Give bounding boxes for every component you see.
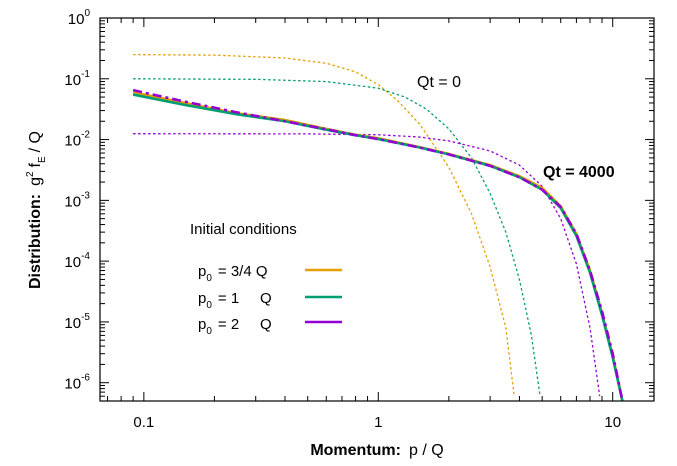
y-tick-label: 10-6 (64, 373, 90, 393)
y-tick-label: 100 (68, 8, 91, 28)
y-tick-label: 10-2 (64, 130, 90, 150)
initial-curve-1 (133, 78, 541, 397)
initial-curve-0 (133, 53, 515, 397)
plot-frame (99, 17, 655, 402)
y-tick-label: 10-4 (64, 251, 90, 271)
y-tick-label: 10-1 (64, 69, 90, 89)
svg-text:p0= 2 Q: p0 = 2 Q (198, 316, 272, 337)
final-curves (132, 88, 624, 401)
legend-entry-p0-1: p0 = 1 Q (198, 290, 342, 311)
axis-ticks (100, 17, 654, 402)
y-tick-label: 10-5 (64, 312, 90, 332)
legend-entry-p0-3-4: p0 = 3/4 Q (198, 263, 342, 284)
x-axis-title: Momentum: p / Q (310, 442, 443, 459)
svg-text:p0= 1 Q: p0 = 1 Q (198, 290, 272, 311)
axis-tick-labels: 0.1 1 10 10-6 10-5 10-4 10-3 10-2 10-1 100 (64, 8, 621, 431)
y-axis-title: Distribution:g2fE/ Q (25, 131, 48, 289)
legend-entry-p0-2: p0 = 2 Q (198, 316, 342, 337)
final-curve-1 (132, 93, 624, 401)
y-tick-label: 10-3 (64, 190, 90, 210)
initial-curves (133, 53, 601, 397)
annotation-final: Qt = 4000 (543, 164, 615, 181)
annotation-initial: Qt = 0 (417, 74, 461, 91)
x-tick-label: 10 (604, 414, 621, 431)
final-curve-2 (132, 88, 624, 401)
x-tick-label: 0.1 (133, 414, 154, 431)
svg-text:p0= 3/4 Q: p0 = 3/4 Q (198, 263, 268, 284)
legend: Initial conditions p0 = 3/4 Q p0 = 1 Q p0 =… (190, 221, 342, 337)
legend-title: Initial conditions (190, 221, 297, 238)
x-tick-label: 1 (374, 414, 382, 431)
